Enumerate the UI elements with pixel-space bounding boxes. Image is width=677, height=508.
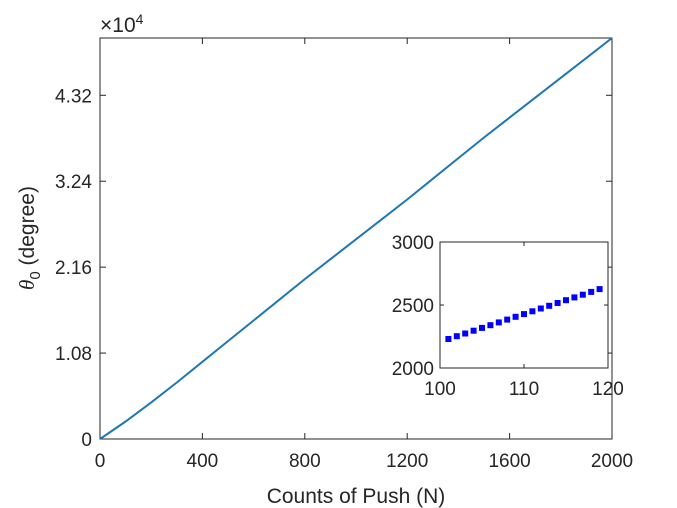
inset-marker bbox=[546, 302, 553, 309]
x-tick-label: 2000 bbox=[591, 451, 633, 472]
inset-markers bbox=[445, 286, 603, 342]
inset-marker bbox=[445, 336, 452, 342]
inset-marker bbox=[453, 333, 460, 340]
inset-plot-frame bbox=[439, 241, 609, 369]
inset-marker bbox=[487, 322, 494, 329]
inset-marker bbox=[579, 291, 586, 298]
inset-marker bbox=[537, 305, 544, 312]
inset-axis-tick-labels: 100 110 120 2000 2500 3000 bbox=[392, 233, 624, 400]
series-line bbox=[99, 37, 613, 440]
inset-marker bbox=[521, 311, 527, 318]
x-tick-label: 1600 bbox=[488, 451, 530, 472]
main-axis-ticks bbox=[99, 38, 613, 440]
inset-marker bbox=[470, 327, 477, 334]
y-tick-label: 3.24 bbox=[55, 172, 92, 193]
inset-x-tick-label: 110 bbox=[509, 379, 539, 400]
inset-y-tick-label: 2500 bbox=[392, 296, 434, 317]
inset-marker bbox=[596, 286, 603, 293]
inset-marker bbox=[504, 316, 511, 323]
inset-marker bbox=[529, 308, 536, 315]
inset-y-tick-label: 3000 bbox=[392, 233, 434, 254]
inset-marker bbox=[571, 294, 578, 301]
x-tick-label: 0 bbox=[95, 451, 106, 472]
inset-x-tick-label: 100 bbox=[424, 379, 456, 400]
inset-marker bbox=[462, 330, 469, 337]
y-axis-label: θ0 (degree) bbox=[15, 186, 44, 290]
y-exponent-label: ×104 bbox=[100, 11, 144, 37]
y-tick-label: 0 bbox=[81, 430, 92, 451]
inset-marker bbox=[479, 324, 485, 331]
x-tick-label: 1200 bbox=[386, 451, 428, 472]
x-tick-label: 400 bbox=[187, 451, 219, 472]
inset-marker bbox=[512, 313, 519, 320]
y-tick-label: 1.08 bbox=[55, 344, 92, 365]
main-axis-tick-labels: 0 400 800 1200 1600 2000 0 1.08 2.16 3.24 4.32 bbox=[55, 86, 633, 472]
inset-marker bbox=[554, 300, 561, 306]
y-tick-label: 4.32 bbox=[55, 86, 92, 107]
inset-axis-ticks bbox=[439, 241, 609, 369]
y-tick-label: 2.16 bbox=[55, 258, 92, 279]
inset-x-tick-label: 120 bbox=[592, 379, 624, 400]
inset-marker bbox=[588, 288, 595, 295]
inset-marker bbox=[563, 297, 569, 304]
inset-y-tick-label: 2000 bbox=[392, 359, 434, 380]
x-tick-label: 800 bbox=[289, 451, 321, 472]
x-axis-label: Counts of Push (N) bbox=[267, 485, 446, 508]
inset-marker bbox=[495, 319, 502, 326]
